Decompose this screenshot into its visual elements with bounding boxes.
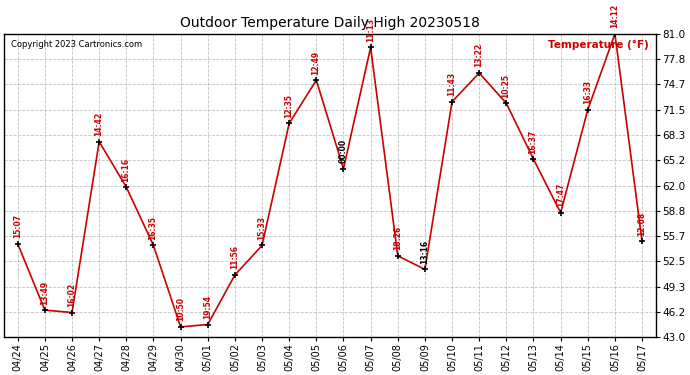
Text: 15:33: 15:33 bbox=[257, 216, 266, 240]
Text: 16:16: 16:16 bbox=[121, 158, 130, 182]
Text: 14:12: 14:12 bbox=[610, 4, 619, 28]
Text: 12:49: 12:49 bbox=[311, 51, 320, 75]
Text: 11:43: 11:43 bbox=[447, 72, 456, 96]
Text: 19:54: 19:54 bbox=[203, 295, 212, 319]
Text: 00:00: 00:00 bbox=[339, 139, 348, 163]
Text: 16:33: 16:33 bbox=[583, 80, 592, 104]
Text: Copyright 2023 Cartronics.com: Copyright 2023 Cartronics.com bbox=[10, 40, 142, 49]
Text: 13:49: 13:49 bbox=[40, 280, 49, 304]
Text: 12:35: 12:35 bbox=[284, 94, 293, 118]
Text: 10:50: 10:50 bbox=[176, 297, 185, 321]
Text: Temperature (°F): Temperature (°F) bbox=[549, 40, 649, 50]
Text: 13:16: 13:16 bbox=[420, 240, 429, 264]
Text: 11:56: 11:56 bbox=[230, 246, 239, 270]
Text: 14:42: 14:42 bbox=[95, 112, 103, 136]
Text: 15:07: 15:07 bbox=[13, 214, 22, 238]
Title: Outdoor Temperature Daily High 20230518: Outdoor Temperature Daily High 20230518 bbox=[180, 16, 480, 30]
Text: 16:37: 16:37 bbox=[529, 129, 538, 154]
Text: 17:47: 17:47 bbox=[556, 183, 565, 207]
Text: 10:25: 10:25 bbox=[502, 74, 511, 98]
Text: 16:02: 16:02 bbox=[67, 283, 76, 307]
Text: 12:08: 12:08 bbox=[638, 211, 647, 236]
Text: 11:13: 11:13 bbox=[366, 18, 375, 42]
Text: 16:35: 16:35 bbox=[148, 216, 157, 240]
Text: 13:22: 13:22 bbox=[474, 43, 484, 68]
Text: 18:26: 18:26 bbox=[393, 226, 402, 250]
